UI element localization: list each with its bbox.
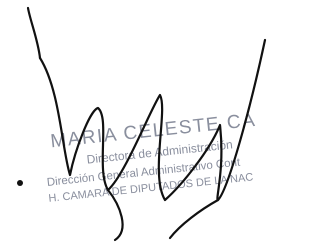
- signed-stamp: MARIA CELESTE CA Directora de Administra…: [0, 0, 302, 242]
- ink-dot: [17, 180, 23, 186]
